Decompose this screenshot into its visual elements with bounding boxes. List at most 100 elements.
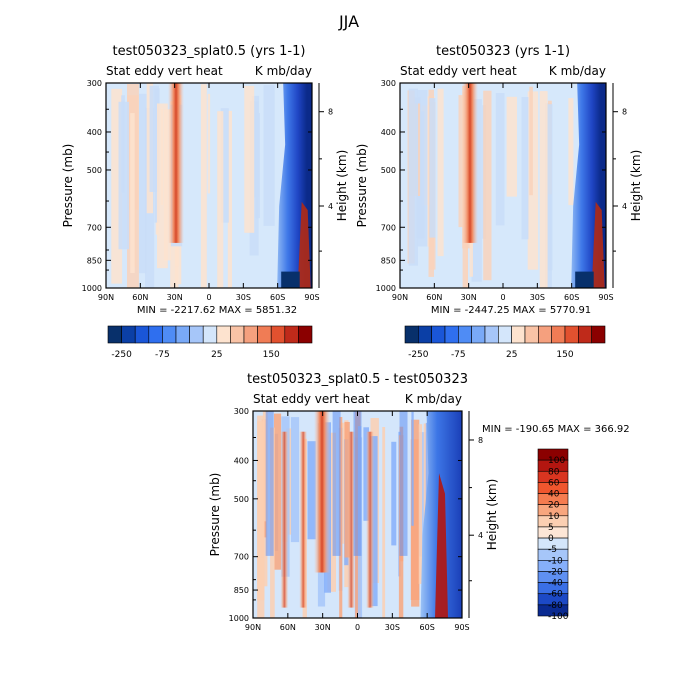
- colorbar-box: [257, 325, 272, 344]
- y-tick-label: 500: [87, 166, 102, 175]
- colorbar-label: 10: [548, 512, 560, 522]
- y2-tick-label: 4: [622, 202, 627, 211]
- colorbar-box: [551, 325, 566, 344]
- colorbar-box: [404, 325, 419, 344]
- x-tick-label: 90N: [392, 293, 408, 302]
- y-tick-label: 1000: [82, 284, 102, 293]
- colorbar-box: [202, 325, 218, 344]
- colorbar: -250 -75 25 150: [107, 325, 313, 360]
- contour-band: [529, 86, 533, 196]
- minmax-text: MIN = -2447.25 MAX = 5770.91: [431, 305, 591, 316]
- contour-band: [416, 111, 425, 239]
- colorbar-label: 150: [263, 350, 280, 360]
- colorbar-label: 100: [548, 456, 565, 466]
- contour-band: [261, 431, 264, 558]
- colorbar-box: [134, 325, 150, 344]
- contour-band: [437, 88, 444, 257]
- contour-band: [160, 108, 164, 205]
- y2-axis-label: Height (km): [485, 479, 499, 550]
- colorbar-box: [484, 325, 499, 344]
- y2-tick-label: 8: [478, 436, 483, 445]
- contour-band: [527, 91, 539, 270]
- colorbar-box: [458, 325, 472, 344]
- panel-left-label: Stat eddy vert heat: [106, 64, 223, 78]
- contour-band: [118, 101, 129, 250]
- contour-band: [130, 113, 135, 273]
- colorbar-box: [270, 325, 286, 344]
- y-tick-label: 300: [381, 79, 396, 88]
- blue-streak-secondary: [332, 411, 341, 556]
- colorbar-box: [537, 604, 569, 617]
- contour-band: [255, 113, 260, 219]
- contour-band: [164, 109, 171, 261]
- contour-band: [521, 97, 529, 240]
- y-tick-label: 300: [234, 407, 249, 416]
- contour-band: [547, 104, 553, 271]
- y-tick-label: 700: [381, 223, 396, 232]
- y-tick-label: 500: [381, 166, 396, 175]
- colorbar-label: 150: [556, 350, 573, 360]
- contour-band: [429, 98, 436, 238]
- surface-dark-blue: [281, 271, 300, 288]
- contour-band: [149, 85, 159, 192]
- contour-band: [495, 93, 505, 226]
- colorbar-label: -75: [155, 350, 170, 360]
- colorbar-label: 80: [548, 467, 560, 477]
- colorbar-box: [524, 325, 539, 344]
- contour-band: [111, 88, 123, 284]
- contour-band: [307, 441, 316, 540]
- y-tick-label: 300: [87, 79, 102, 88]
- x-tick-label: 30S: [385, 623, 400, 632]
- x-tick-label: 60S: [270, 293, 285, 302]
- colorbar-box: [498, 325, 512, 344]
- y-axis-label: Pressure (mb): [61, 144, 75, 228]
- x-tick-label: 60S: [564, 293, 579, 302]
- y2-tick-label: 8: [328, 108, 333, 117]
- panel-3: test050323_splat0.5 - test050323 Stat edd…: [208, 372, 630, 632]
- x-tick-label: 90S: [598, 293, 613, 302]
- colorbar-label: -20: [548, 568, 563, 578]
- colorbar-box: [444, 325, 459, 344]
- colorbar-label: -250: [408, 350, 429, 360]
- red-streak: [314, 411, 330, 573]
- y-tick-label: 700: [234, 553, 249, 562]
- y2-axis-label: Height (km): [629, 150, 643, 221]
- contour-band: [339, 417, 343, 618]
- red-streak-secondary: [299, 431, 308, 608]
- x-tick-label: 30S: [236, 293, 251, 302]
- contour-band: [217, 111, 224, 288]
- surface-dark-blue: [575, 271, 594, 288]
- contour-band: [262, 411, 268, 522]
- minmax-text: MIN = -2217.62 MAX = 5851.32: [137, 305, 297, 316]
- heatmap-field: [400, 83, 606, 288]
- colorbar-box: [511, 325, 526, 344]
- x-tick-label: 30S: [530, 293, 545, 302]
- y-tick-label: 500: [234, 495, 249, 504]
- x-tick-label: 90S: [454, 623, 469, 632]
- colorbar-box: [162, 325, 177, 344]
- y2-axis-label: Height (km): [335, 150, 349, 221]
- colorbar: -250 -75 25 150: [404, 325, 606, 360]
- colorbar-label: 60: [548, 478, 560, 488]
- y-tick-label: 700: [87, 223, 102, 232]
- colorbar-label: 20: [548, 501, 560, 511]
- colorbar-box: [230, 325, 245, 344]
- contour-band: [200, 84, 207, 288]
- contour-band: [483, 90, 492, 281]
- colorbar-box: [121, 325, 136, 344]
- y-axis-label: Pressure (mb): [355, 144, 369, 228]
- contour-band: [391, 441, 397, 546]
- colorbar-label: 5: [548, 523, 554, 533]
- red-surface-sliver: [435, 473, 449, 618]
- y-tick-label: 1000: [376, 284, 396, 293]
- red-streak-secondary: [347, 431, 356, 608]
- red-streak: [168, 83, 184, 243]
- y-tick-label: 850: [381, 256, 396, 265]
- colorbar-label: -100: [548, 612, 569, 622]
- contour-band: [418, 432, 427, 557]
- contour-band: [568, 98, 574, 206]
- colorbar-label: 25: [211, 350, 222, 360]
- contour-band: [251, 95, 260, 198]
